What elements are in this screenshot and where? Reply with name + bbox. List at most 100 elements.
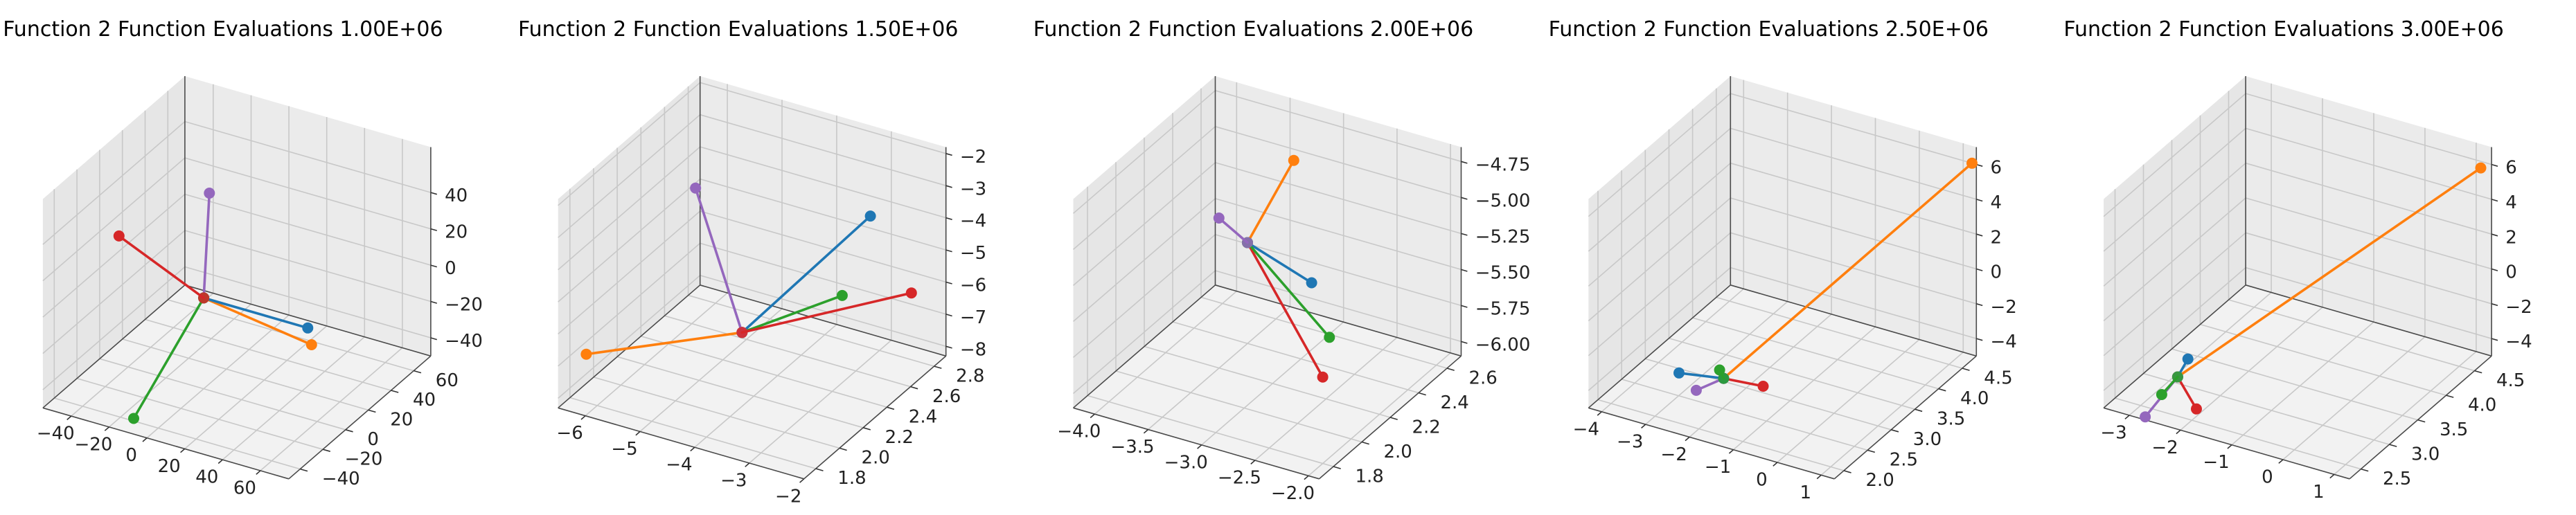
grid-line-y-floor — [122, 338, 368, 411]
x-tick-mark — [635, 431, 641, 436]
y-tick-label: 3.5 — [1937, 408, 1965, 429]
y-tick-label: 2.5 — [1890, 450, 1918, 471]
x-tick-label: −2.5 — [1218, 468, 1261, 489]
y-tick-label: 2.0 — [1384, 442, 1412, 462]
grid-line-y-floor — [664, 315, 911, 388]
grid-line-y-floor — [641, 335, 887, 408]
grid-line-x-floor — [2129, 291, 2272, 416]
y-tick-mark — [2389, 444, 2397, 447]
series-line-orange — [2176, 166, 2482, 379]
y-tick-label: 4.0 — [1960, 388, 1989, 409]
x-tick-label: 40 — [195, 467, 218, 488]
x-tick-label: −4 — [666, 455, 692, 476]
series-point-orange — [2475, 162, 2487, 174]
subplot-5-title: Function 2 Function Evaluations 3.00E+06 — [2063, 17, 2503, 42]
series-point-blue — [1673, 367, 1685, 379]
x-tick-mark — [1816, 474, 1822, 480]
z-tick-mark — [1461, 341, 1468, 344]
floor-edge — [1588, 284, 1731, 408]
grid-line-z-back — [184, 120, 432, 193]
y-tick-mark — [1843, 470, 1851, 473]
z-tick-label: −4 — [2505, 332, 2532, 352]
subplot-2-title: Function 2 Function Evaluations 1.50E+06 — [518, 17, 958, 42]
grid-line-z-side — [42, 120, 186, 245]
y-tick-label: 20 — [390, 410, 413, 431]
x-tick-mark — [142, 437, 148, 442]
x-tick-mark — [1090, 413, 1095, 419]
x-tick-mark — [66, 415, 72, 421]
x-tick-mark — [180, 448, 186, 453]
z-tick-mark — [1976, 163, 1983, 167]
series-point-red — [113, 230, 125, 242]
z-tick-label: −20 — [445, 295, 483, 316]
x-tick-mark — [1728, 449, 1734, 454]
series-line-orange — [202, 296, 313, 346]
grid-line-x-floor — [1732, 326, 1876, 451]
back-wall-pane — [700, 76, 946, 356]
subplot-1-title: Function 2 Function Evaluations 1.00E+06 — [3, 17, 443, 42]
series-line-red — [740, 291, 913, 334]
grid-line-x-floor — [2334, 351, 2477, 476]
x-tick-label: −1 — [2203, 452, 2229, 473]
series-line-orange — [1722, 162, 1973, 380]
grid-line-x-floor — [71, 292, 214, 417]
x-tick-mark — [2124, 415, 2130, 419]
grid-line-z-side — [558, 210, 701, 335]
grid-line-x-floor — [1645, 300, 1788, 425]
z-tick-label: −6 — [960, 275, 986, 296]
grid-line-y-floor — [1645, 358, 1892, 431]
z-tick-label: 2 — [2505, 227, 2517, 248]
grid-line-y-floor — [593, 377, 840, 449]
y-tick-mark — [910, 386, 918, 390]
z-tick-mark — [2491, 163, 2498, 167]
grid-line-y-floor — [2228, 299, 2475, 372]
grid-line-z-back — [700, 146, 946, 219]
y-tick-mark — [862, 427, 871, 431]
z-tick-label: 6 — [2505, 158, 2517, 179]
grid-line-y-floor — [1144, 345, 1391, 418]
series-line-blue — [202, 296, 310, 329]
x-tick-label: −3.0 — [1164, 452, 1208, 473]
grid-line-z-side — [558, 275, 701, 399]
y-axis-line — [288, 355, 432, 480]
series-point-orange — [1288, 154, 1299, 166]
z-tick-label: −5 — [960, 243, 986, 264]
x-tick-mark — [1641, 424, 1646, 429]
y-tick-mark — [414, 370, 422, 374]
series-point-blue — [864, 210, 876, 222]
z-tick-label: −5.25 — [1475, 227, 1531, 248]
series-line-green — [1246, 241, 1331, 339]
floor-pane — [2104, 284, 2492, 479]
series-point-green — [128, 413, 139, 424]
y-tick-mark — [1867, 449, 1876, 453]
z-tick-mark — [1976, 268, 1983, 271]
y-tick-label: 1.8 — [1356, 466, 1384, 487]
grid-line-z-back — [1730, 162, 1977, 235]
grid-line-z-side — [2103, 93, 2246, 217]
x-tick-label: −3 — [1617, 432, 1643, 453]
y-tick-label: 2.6 — [1469, 368, 1498, 388]
x-axis-line — [1588, 407, 1835, 480]
series-point-blue — [2182, 353, 2194, 365]
floor-pane — [1588, 284, 1977, 479]
grid-line-z-back — [1730, 93, 1977, 165]
x-tick-mark — [217, 459, 223, 464]
grid-line-y-floor — [616, 356, 864, 428]
x-tick-mark — [1197, 444, 1202, 449]
grid-line-y-floor — [569, 397, 817, 469]
grid-line-z-back — [700, 242, 946, 315]
y-tick-mark — [839, 447, 847, 451]
grid-line-x-floor — [222, 336, 365, 460]
series-point-purple — [690, 182, 702, 194]
y-tick-label: 2.0 — [1866, 470, 1894, 491]
floor-edge-back — [2245, 284, 2492, 357]
x-tick-mark — [690, 446, 695, 452]
z-tick-mark — [945, 153, 952, 156]
z-tick-mark — [1461, 305, 1468, 308]
y-tick-label: 3.0 — [2411, 444, 2440, 464]
series-center-green — [1718, 372, 1730, 384]
x-tick-label: −3.5 — [1110, 437, 1154, 458]
z-tick-mark — [430, 264, 438, 268]
y-tick-mark — [300, 468, 308, 472]
z-tick-label: −7 — [960, 307, 986, 328]
